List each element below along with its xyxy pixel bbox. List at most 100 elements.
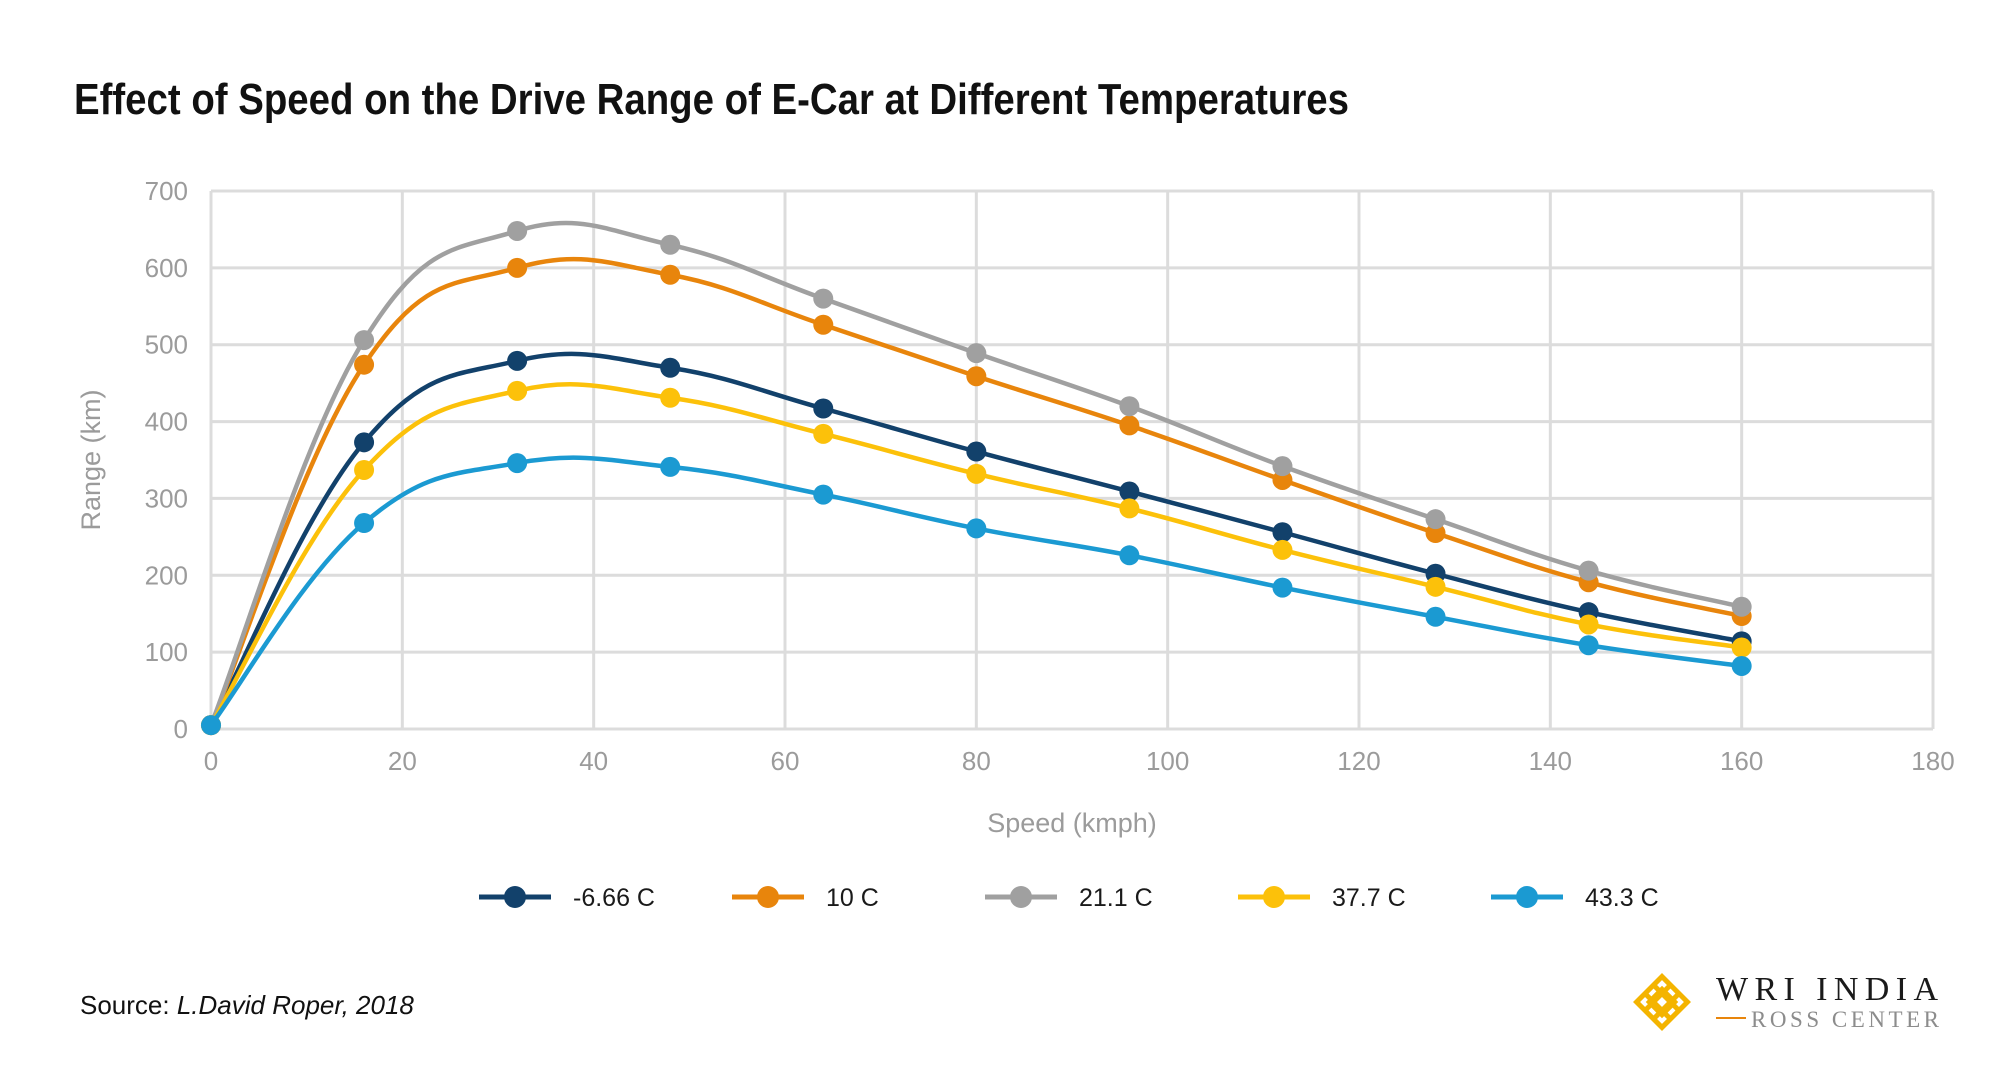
- series-line: [209, 382, 1743, 727]
- data-point: [507, 257, 528, 278]
- data-point: [1119, 481, 1140, 502]
- x-tick-label: 20: [388, 746, 417, 776]
- data-point: [1731, 655, 1752, 676]
- data-point: [966, 441, 987, 462]
- data-point: [201, 715, 221, 736]
- legend-label: 43.3 C: [1585, 884, 1659, 912]
- x-tick-label: 160: [1720, 746, 1763, 776]
- legend-label: 10 C: [826, 884, 879, 912]
- series-4: [201, 453, 1752, 736]
- x-tick-label: 180: [1911, 746, 1954, 776]
- data-point: [1119, 498, 1140, 519]
- data-point: [813, 398, 834, 419]
- data-point: [813, 484, 834, 505]
- data-point: [660, 357, 681, 378]
- chart-title: Effect of Speed on the Drive Range of E-…: [74, 75, 1349, 124]
- data-point: [1272, 539, 1293, 560]
- data-point: [966, 366, 987, 387]
- legend-item: 37.7 C: [1238, 884, 1406, 912]
- source-label: Source:: [80, 990, 170, 1020]
- legend-item: -6.66 C: [479, 884, 655, 912]
- data-point: [1578, 560, 1599, 581]
- legend-marker-icon: [1263, 886, 1285, 908]
- series-line: [208, 220, 1743, 726]
- series-2: [201, 220, 1752, 736]
- data-point: [966, 463, 987, 484]
- data-point: [1119, 396, 1140, 417]
- y-tick-label: 100: [145, 637, 188, 667]
- x-axis-label: Speed (kmph): [987, 808, 1157, 838]
- data-point: [1425, 606, 1446, 627]
- data-point: [660, 264, 681, 285]
- x-tick-label: 0: [204, 746, 218, 776]
- y-tick-label: 500: [145, 330, 188, 360]
- x-axis: 0 20 40 60 80 100 120 140 160 180: [204, 746, 1955, 776]
- data-point: [507, 350, 528, 371]
- data-point: [1578, 635, 1599, 656]
- data-point: [1119, 415, 1140, 436]
- data-point: [1578, 614, 1599, 635]
- data-point: [1731, 596, 1752, 617]
- data-point: [1731, 637, 1752, 658]
- data-point: [1272, 577, 1293, 598]
- data-point: [966, 343, 987, 364]
- data-point: [813, 314, 834, 335]
- legend-item: 10 C: [732, 884, 879, 912]
- grid: [209, 189, 1935, 731]
- x-tick-label: 40: [579, 746, 608, 776]
- data-point: [1425, 576, 1446, 597]
- series-line: [209, 455, 1742, 727]
- wri-india-logo: WRI INDIA ROSS CENTER: [1633, 971, 1940, 1032]
- data-point: [813, 423, 834, 444]
- legend-label: 21.1 C: [1079, 884, 1153, 912]
- series-line: [209, 351, 1743, 727]
- data-point: [966, 518, 987, 539]
- legend: -6.66 C 10 C 21.1 C 37.7 C 43.3 C: [479, 884, 1659, 912]
- data-point: [660, 234, 681, 255]
- data-point: [660, 456, 681, 477]
- y-axis-label: Range (km): [76, 389, 106, 530]
- y-tick-label: 700: [145, 176, 188, 206]
- x-tick-label: 120: [1337, 746, 1380, 776]
- source-text: L.David Roper, 2018: [177, 990, 415, 1020]
- data-point: [1119, 545, 1140, 566]
- x-tick-label: 80: [962, 746, 991, 776]
- legend-marker-icon: [1010, 886, 1032, 908]
- legend-label: -6.66 C: [573, 884, 655, 912]
- series-3: [201, 380, 1752, 736]
- data-point: [354, 459, 375, 480]
- data-point: [1272, 469, 1293, 490]
- y-tick-label: 200: [145, 560, 188, 590]
- x-tick-label: 60: [771, 746, 800, 776]
- y-tick-label: 0: [174, 714, 188, 744]
- legend-item: 21.1 C: [985, 884, 1153, 912]
- series-line: [208, 256, 1743, 727]
- y-tick-label: 300: [145, 483, 188, 513]
- legend-marker-icon: [1516, 886, 1538, 908]
- y-axis: 0 100 200 300 400 500 600 700: [145, 176, 188, 744]
- series-0: [201, 350, 1752, 736]
- logo-line2: ROSS CENTER: [1751, 1007, 1940, 1032]
- x-tick-label: 100: [1146, 746, 1189, 776]
- data-point: [1425, 523, 1446, 544]
- y-tick-label: 600: [145, 253, 188, 283]
- data-point: [813, 288, 834, 309]
- y-tick-label: 400: [145, 407, 188, 437]
- legend-marker-icon: [504, 886, 526, 908]
- series-group: [201, 220, 1752, 736]
- data-point: [1272, 456, 1293, 477]
- source-note: Source: L.David Roper, 2018: [80, 990, 414, 1020]
- data-point: [354, 354, 375, 375]
- data-point: [354, 432, 375, 453]
- knot-logo-icon: [1633, 973, 1691, 1031]
- data-point: [507, 220, 528, 241]
- data-point: [354, 513, 375, 534]
- data-point: [507, 380, 528, 401]
- legend-marker-icon: [757, 886, 779, 908]
- legend-label: 37.7 C: [1332, 884, 1406, 912]
- x-tick-label: 140: [1529, 746, 1572, 776]
- data-point: [660, 387, 681, 408]
- logo-line1: WRI INDIA: [1716, 971, 1938, 1008]
- data-point: [1425, 509, 1446, 530]
